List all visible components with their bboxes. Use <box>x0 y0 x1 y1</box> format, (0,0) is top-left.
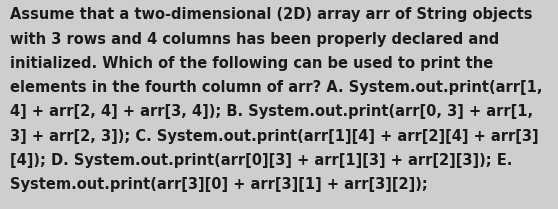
Text: 3] + arr[2, 3]); C. System.out.print(arr[1][4] + arr[2][4] + arr[3]: 3] + arr[2, 3]); C. System.out.print(arr… <box>10 129 538 144</box>
Text: with 3 rows and 4 columns has been properly declared and: with 3 rows and 4 columns has been prope… <box>10 32 499 47</box>
Text: [4]); D. System.out.print(arr[0][3] + arr[1][3] + arr[2][3]); E.: [4]); D. System.out.print(arr[0][3] + ar… <box>10 153 512 168</box>
Text: System.out.print(arr[3][0] + arr[3][1] + arr[3][2]);: System.out.print(arr[3][0] + arr[3][1] +… <box>10 177 428 192</box>
Text: initialized. Which of the following can be used to print the: initialized. Which of the following can … <box>10 56 493 71</box>
Text: elements in the fourth column of arr? A. System.out.print(arr[1,: elements in the fourth column of arr? A.… <box>10 80 542 95</box>
Text: 4] + arr[2, 4] + arr[3, 4]); B. System.out.print(arr[0, 3] + arr[1,: 4] + arr[2, 4] + arr[3, 4]); B. System.o… <box>10 104 533 119</box>
Text: Assume that a two-dimensional (2D) array arr of String objects: Assume that a two-dimensional (2D) array… <box>10 7 532 22</box>
